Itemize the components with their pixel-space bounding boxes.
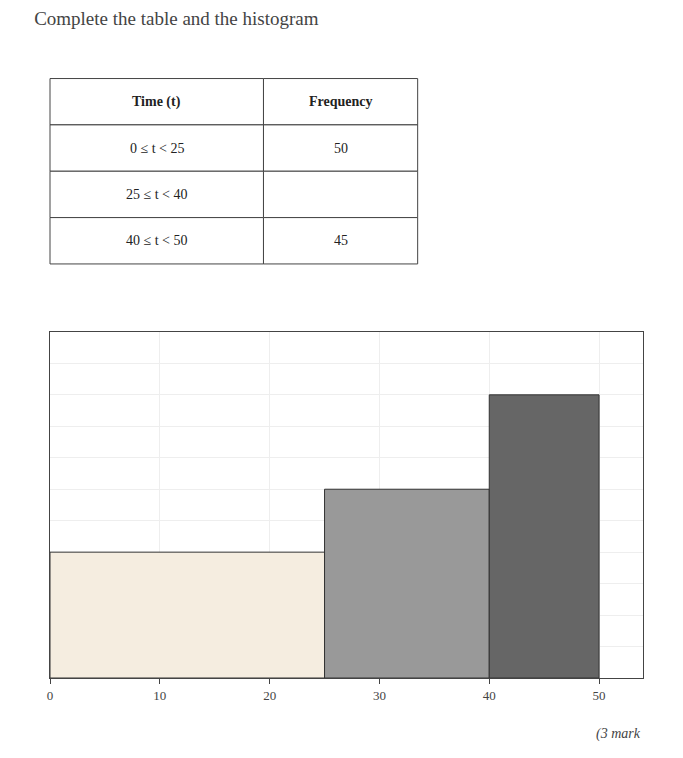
- svg-text:45: 45: [334, 233, 348, 248]
- svg-text:50: 50: [593, 688, 606, 703]
- svg-text:0: 0: [47, 688, 54, 703]
- svg-text:10: 10: [153, 688, 166, 703]
- svg-text:Frequency: Frequency: [309, 94, 373, 109]
- svg-text:Complete the table and the his: Complete the table and the histogram: [34, 8, 319, 29]
- svg-text:20: 20: [263, 688, 276, 703]
- svg-text:30: 30: [373, 688, 386, 703]
- svg-text:40 ≤ t < 50: 40 ≤ t < 50: [126, 233, 187, 248]
- svg-text:40: 40: [483, 688, 496, 703]
- svg-text:25 ≤ t < 40: 25 ≤ t < 40: [126, 187, 187, 202]
- svg-text:Time (t): Time (t): [132, 94, 181, 110]
- svg-text:(3 mark: (3 mark: [596, 726, 641, 742]
- svg-text:50: 50: [334, 141, 348, 156]
- svg-text:0 ≤ t < 25: 0 ≤ t < 25: [130, 141, 184, 156]
